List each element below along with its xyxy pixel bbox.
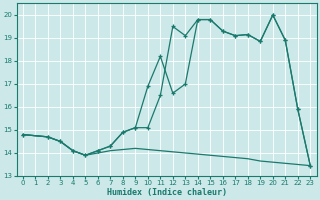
X-axis label: Humidex (Indice chaleur): Humidex (Indice chaleur)	[107, 188, 227, 197]
